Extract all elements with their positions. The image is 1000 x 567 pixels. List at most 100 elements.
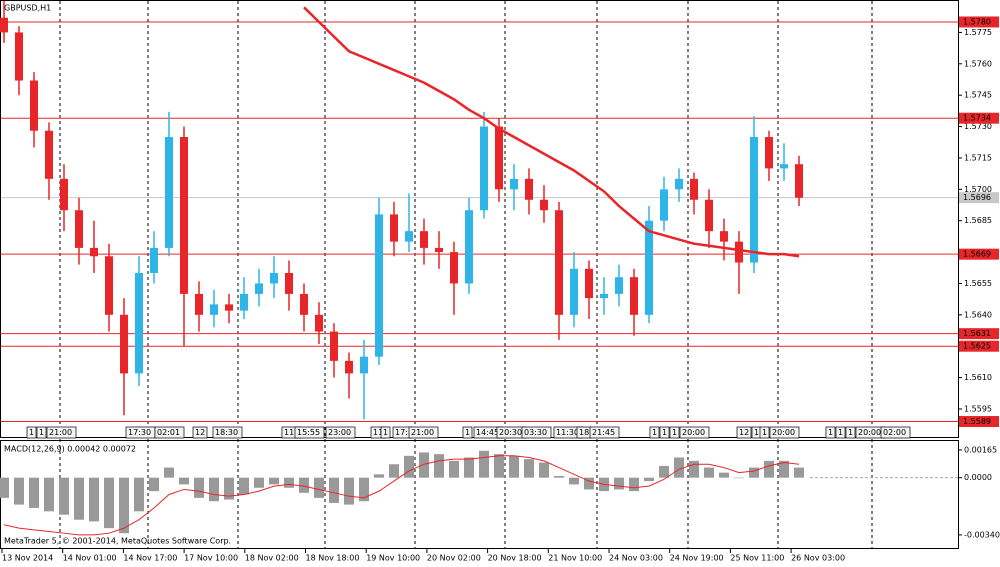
time-marker-box [36,426,47,439]
macd-y-tick-label: -0.00340 [964,530,1000,539]
symbol-title: GBPUSD,H1 [4,4,51,13]
time-marker: 15:55 [297,428,320,437]
candle-body [285,272,293,294]
time-marker-box [380,426,391,439]
time-marker: 1 [672,428,677,437]
macd-bar [209,477,219,502]
y-tick-label: 1.5640 [964,310,992,319]
macd-bar [389,464,399,478]
time-marker-box [659,426,670,439]
price-level-box [959,248,999,260]
y-tick-label: 1.5655 [964,279,992,288]
time-marker-box [649,426,660,439]
macd-bar [509,455,519,478]
macd-bar [194,477,204,498]
candle-body [450,252,458,284]
price-level-label: 1.5631 [963,329,991,338]
time-marker-box [462,426,473,439]
time-marker: 03:30 [524,428,547,437]
time-marker-box [759,426,770,439]
candle-body [75,210,83,248]
candle-body [645,220,653,315]
candle-body [180,137,188,294]
candle-body [165,137,173,248]
macd-y-tick-label: 0.00165 [964,445,997,454]
time-marker: 02:00 [883,428,906,437]
macd-bar [359,477,369,502]
time-marker-box [845,426,856,439]
candle-body [780,164,788,169]
y-tick-label: 1.5700 [964,185,992,194]
time-marker: 17:30 [128,428,151,437]
time-marker: 23:00 [328,428,351,437]
macd-bar [89,477,99,522]
candle-body [45,130,53,179]
price-level-label: 1.5780 [963,17,991,26]
x-tick-label: 19 Nov 10:00 [366,554,420,563]
candle-body [795,164,803,198]
candle-body [585,268,593,299]
price-level-box [959,340,999,352]
x-tick-label: 14 Nov 17:00 [123,554,177,563]
time-marker: 12 [739,428,749,437]
macd-bar [314,477,324,498]
macd-bar [584,477,594,490]
candle-body [150,247,158,273]
time-marker-box [835,426,846,439]
y-tick-label: 1.5730 [964,122,992,131]
time-marker-box [521,426,552,439]
candle-body [225,304,233,311]
time-marker: 1 [465,428,470,437]
macd-bar [119,477,129,534]
time-marker: 02:01 [157,428,180,437]
candle-body [735,241,743,263]
time-marker: 12 [195,428,205,437]
time-marker: 17: [395,428,408,437]
x-tick-label: 18 Nov 02:00 [245,554,299,563]
macd-bar [629,477,639,492]
x-tick-label: 21 Nov 10:00 [548,554,602,563]
x-tick-label: 20 Nov 02:00 [427,554,481,563]
price-level-label: 1.5625 [963,342,991,351]
time-marker-box [212,426,243,439]
time-marker-box [880,426,911,439]
macd-bar [239,477,249,495]
price-level-box [959,112,999,124]
candle-body [480,126,488,211]
time-marker-box [408,426,439,439]
candle-body [315,314,323,332]
candle-body [300,293,308,315]
macd-bar [704,467,714,478]
candle-body [675,178,683,190]
candle-body [0,17,8,33]
time-marker-box [46,426,77,439]
candle-body [630,277,638,315]
macd-bar [614,477,624,490]
macd-bar [284,477,294,488]
x-tick-label: 13 Nov 2014 [2,554,53,563]
x-tick-label: 18 Nov 18:00 [306,554,360,563]
candle-body [270,272,278,284]
y-tick-label: 1.5745 [964,91,992,100]
macd-bar [0,477,9,498]
candle-body [105,256,113,315]
candle-body [465,210,473,284]
macd-bar [569,477,579,485]
macd-bar [419,452,429,478]
price-level-label: 1.5669 [963,250,991,259]
macd-bar [479,450,489,478]
time-marker-box [589,426,620,439]
candle-body [15,32,23,81]
macd-title: MACD(12,26,9) 0.00042 0.00072 [4,445,136,454]
candle-body [525,178,533,200]
macd-bar [524,459,534,478]
time-marker-box [26,426,37,439]
current-price-label: 1.5696 [963,193,991,202]
time-marker-box [679,426,710,439]
time-marker: 20:00 [772,428,795,437]
x-tick-label: 26 Nov 03:00 [791,554,845,563]
macd-y-tick-label: 0.0000 [964,473,992,482]
time-marker: 1 [848,428,853,437]
price-level-box [959,328,999,340]
